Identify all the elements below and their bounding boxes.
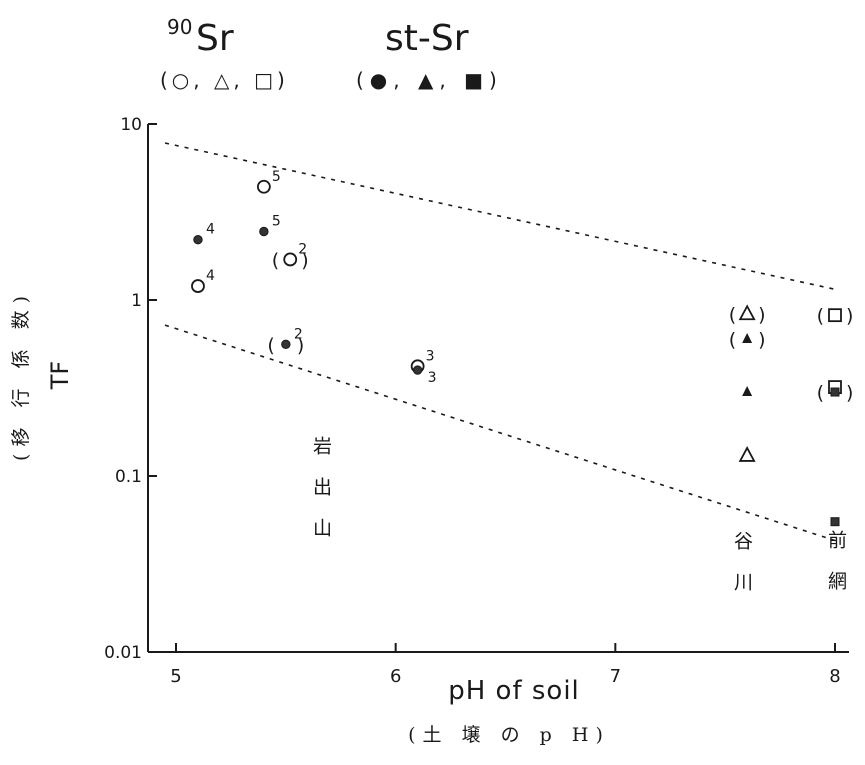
legend-stsr-symbols: (●, ▲, ■) [356, 68, 503, 92]
point-marker-circle-open [256, 179, 271, 194]
legend-sr90-symbols: (○, △, □) [160, 68, 289, 92]
data-points: 54()23()()45()23()() [191, 169, 854, 527]
point-marker-triangle-filled [742, 333, 753, 344]
data-point: () [817, 305, 854, 327]
site-label-tanigawa: 谷川 [731, 531, 753, 613]
site-label-iwadeyama: 岩出山 [310, 436, 332, 559]
point-paren-close: ) [301, 249, 308, 271]
legend-sr90-sup: 90 [167, 15, 192, 39]
point-paren-close: ) [758, 329, 765, 351]
point-marker-square-filled [830, 387, 840, 397]
point-marker-square-filled [830, 517, 840, 527]
point-marker-circle-filled [193, 235, 203, 245]
y-tick-label: 1 [131, 291, 142, 311]
point-paren-open: ( [267, 334, 274, 356]
point-marker-circle-open [191, 279, 205, 293]
y-tick-label: 10 [120, 115, 142, 135]
point-paren-open: ( [817, 305, 824, 327]
point-paren-open: ( [729, 304, 736, 326]
y-tick-label: 0.1 [115, 467, 142, 487]
axis-ticks: 5 6 7 8 0.01 0.1 1 10 [104, 115, 841, 687]
x-axis-label: pH of soil [448, 676, 580, 706]
data-point: 4 [191, 268, 215, 293]
x-axis-sub-label: (土 壌 の p H) [408, 724, 610, 746]
bound-lines [164, 142, 836, 542]
lower-bound-line [164, 324, 836, 542]
y-axis-label: TF [46, 361, 74, 390]
point-paren-open: ( [729, 329, 736, 351]
point-label: 5 [272, 169, 281, 185]
point-paren-open: ( [272, 249, 279, 271]
x-tick-label: 6 [390, 666, 401, 687]
point-marker-circle-filled [259, 226, 269, 237]
point-paren-close: ) [846, 305, 853, 327]
point-label: 2 [298, 241, 307, 257]
point-label: 2 [294, 326, 303, 342]
data-point: () [729, 329, 766, 351]
x-tick-label: 7 [610, 666, 621, 687]
data-point: ()2 [267, 326, 304, 356]
y-tick-label: 0.01 [104, 643, 142, 663]
point-marker-circle-filled [412, 365, 423, 375]
point-label: 3 [426, 348, 435, 364]
point-marker-square-open [828, 308, 842, 323]
data-point: ()2 [272, 241, 309, 271]
data-point [830, 517, 840, 527]
point-label: 5 [272, 214, 281, 230]
legend-sr90-label: Sr [196, 18, 234, 59]
point-marker-circle-filled [281, 339, 291, 350]
data-point: () [729, 304, 766, 326]
data-point [742, 386, 753, 397]
point-paren-close: ) [297, 334, 304, 356]
site-label-iwadeyama-text: 岩出山 [310, 436, 332, 559]
upper-bound-line [164, 142, 836, 291]
x-tick-label: 5 [170, 666, 181, 687]
point-label: 3 [428, 370, 437, 386]
data-point: () [817, 382, 854, 404]
point-label: 4 [206, 268, 215, 284]
y-axis-sub-label: (移 行 係 数) [10, 289, 32, 461]
site-label-maeami: 前網 [825, 530, 847, 612]
point-marker-circle-open [283, 252, 298, 267]
data-point: 4 [193, 222, 215, 245]
data-point: 5 [256, 169, 281, 194]
point-marker-triangle-filled [742, 386, 753, 397]
point-marker-triangle-open [738, 446, 756, 462]
point-label: 4 [206, 222, 215, 238]
point-marker-triangle-open [738, 304, 756, 321]
point-paren-close: ) [846, 382, 853, 404]
point-paren-open: ( [817, 382, 824, 404]
data-point [738, 446, 756, 462]
legend: 90 Sr (○, △, □) st-Sr (●, ▲, ■) [160, 15, 503, 92]
x-tick-label: 8 [829, 666, 840, 687]
data-point: 3 [412, 365, 437, 386]
legend-stsr-label: st-Sr [385, 18, 469, 59]
point-paren-close: ) [758, 304, 765, 326]
data-point: 5 [259, 214, 281, 237]
